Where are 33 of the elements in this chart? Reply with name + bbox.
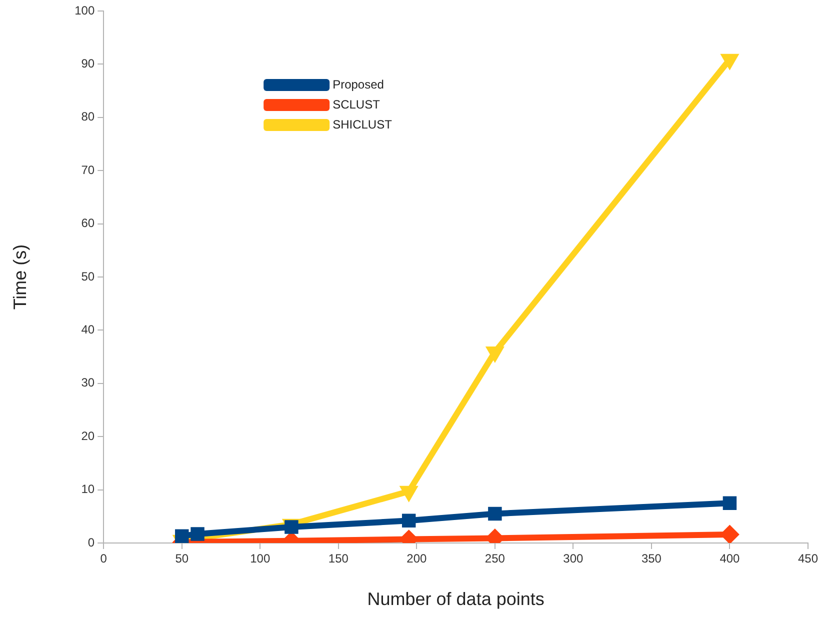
- y-tick-label: 100: [74, 3, 95, 18]
- x-tick-label: 100: [250, 552, 270, 566]
- y-tick-label: 40: [81, 322, 95, 337]
- point: [402, 514, 416, 528]
- point: [720, 54, 739, 70]
- x-tick-label: 300: [563, 552, 584, 566]
- y-tick-label: 10: [81, 482, 95, 496]
- x-tick-label: 450: [798, 552, 818, 566]
- x-tick-label: 400: [720, 552, 740, 566]
- y-axis-title: Time (s): [10, 244, 30, 310]
- legend-label: SCLUST: [332, 97, 381, 112]
- legend-label: SHICLUST: [332, 117, 393, 132]
- legend-label: Proposed: [332, 77, 384, 92]
- y-tick-label: 50: [81, 269, 95, 284]
- y-tick-label: 90: [81, 56, 95, 71]
- x-tick-label: 200: [406, 552, 428, 566]
- x-tick-label: 50: [175, 552, 189, 566]
- y-tick-label: 80: [81, 110, 95, 124]
- point: [488, 506, 502, 521]
- x-tick-label: 0: [100, 552, 108, 566]
- x-tick-label: 150: [328, 552, 349, 566]
- point: [190, 527, 204, 541]
- y-tick-label: 0: [88, 535, 95, 550]
- x-tick-label: 350: [641, 552, 662, 566]
- point: [722, 496, 737, 510]
- y-tick-label: 60: [81, 216, 95, 230]
- y-tick-label: 20: [81, 428, 95, 443]
- y-tick-label: 30: [81, 376, 95, 390]
- point: [175, 529, 189, 543]
- point: [284, 520, 298, 534]
- y-tick-label: 70: [81, 162, 95, 177]
- x-tick-label: 250: [484, 552, 506, 566]
- x-axis-title: Number of data points: [367, 589, 544, 610]
